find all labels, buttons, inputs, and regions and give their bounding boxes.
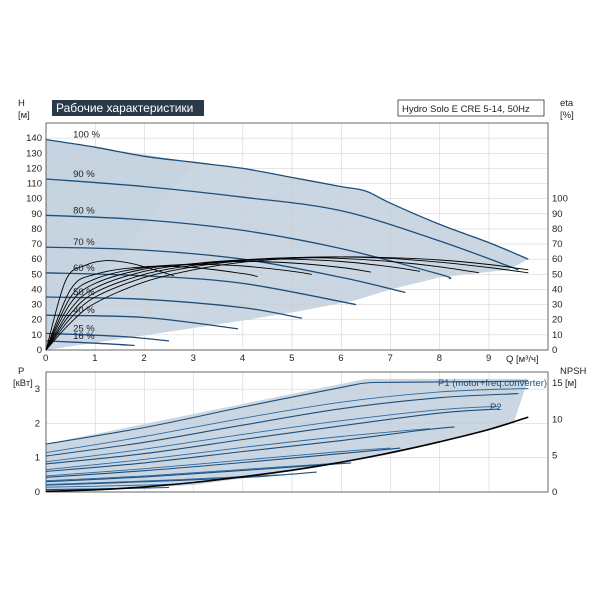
p-tick-label: 3 [35, 384, 40, 395]
p-tick-label: 2 [35, 418, 40, 429]
p1-curve-80 [45, 408, 499, 465]
eta-tick-label: 30 [552, 300, 563, 311]
power-npsh-plot: 0 1 2 3 0 5 10 15 [35, 371, 563, 498]
eta-tick-label: 10 [552, 330, 563, 341]
y-tick-label: 10 [31, 330, 42, 341]
chart-title-box [52, 100, 204, 116]
head-curve-90 [45, 178, 519, 271]
y-tick-label: 50 [31, 269, 42, 280]
y-tick-label: 40 [31, 284, 42, 295]
x-tick-label: 2 [141, 353, 146, 364]
p2-curve-50 [45, 473, 293, 485]
speed-label: 70 % [73, 237, 95, 248]
head-curve-100 [45, 138, 529, 260]
p1-curve-60 [45, 447, 401, 478]
npsh-tick-label: 10 [552, 414, 563, 425]
npsh-axis-label: NPSH [м] [560, 366, 587, 389]
speed-label: 40 % [73, 305, 95, 316]
y-tick-label: 110 [27, 179, 42, 190]
p2-curve-90 [45, 405, 499, 463]
p2-curve-60 [45, 462, 342, 482]
p-tick-label: 1 [35, 453, 40, 464]
y-tick-label: 0 [37, 345, 42, 356]
operating-area [46, 139, 529, 350]
p-tick-label: 0 [35, 487, 40, 498]
y-tick-label: 130 [26, 148, 42, 159]
x-tick-label: 5 [289, 353, 294, 364]
head-axis-label: H [м] [18, 98, 30, 121]
npsh-tick-label: 5 [552, 451, 557, 462]
speed-label: 50 % [73, 287, 95, 298]
x-tick-label: 1 [92, 353, 97, 364]
flow-axis-label: Q [м³/ч] [506, 354, 539, 365]
head-curve-16 [45, 340, 135, 347]
x-tick-label: 3 [191, 353, 196, 364]
speed-label: 16 % [73, 331, 95, 342]
legend-p2: P2 [490, 402, 502, 413]
y-tick-label: 100 [26, 194, 42, 205]
speed-label: 25 % [73, 323, 95, 334]
efficiency-curve-100 [45, 256, 529, 351]
p1-curve-70 [45, 426, 455, 472]
efficiency-curve-60 [45, 261, 371, 351]
model-label: Hydro Solo E CRE 5-14, 50Hz [402, 104, 530, 115]
eta-tick-label: 70 [552, 239, 563, 250]
efficiency-curve-25 [45, 260, 175, 351]
x-tick-label: 0 [43, 353, 48, 364]
efficiency-curve-70 [45, 258, 421, 351]
eta-tick-label: 50 [552, 269, 563, 280]
y-tick-label: 70 [31, 239, 42, 250]
speed-label: 100 % [73, 130, 100, 141]
y-tick-label: 30 [31, 300, 42, 311]
plot-frame [45, 122, 549, 351]
legend-p1: P1 (motor+freq.converter) [438, 378, 547, 389]
eta-tick-label: 20 [552, 315, 563, 326]
y-tick-label: 80 [31, 224, 42, 235]
x-tick-label: 4 [240, 353, 245, 364]
p2-curve-100 [45, 388, 529, 454]
eta-tick-label: 80 [552, 224, 563, 235]
y-tick-label: 120 [26, 163, 42, 174]
head-curve-25 [45, 332, 170, 342]
power-axis-label: P [кВт] [13, 366, 33, 389]
y-tick-label: 140 [26, 133, 42, 144]
efficiency-curve-50 [45, 263, 312, 351]
eta-axis-label: eta [%] [560, 98, 574, 121]
head-curve-80 [45, 214, 452, 280]
p1-curve-100 [45, 380, 529, 445]
y-tick-label: 20 [31, 315, 42, 326]
chart-title: Рабочие характеристики [56, 101, 193, 115]
eta-tick-label: 60 [552, 254, 563, 265]
x-tick-label: 9 [486, 353, 491, 364]
operating-area [46, 378, 529, 492]
npsh-tick-label: 15 [552, 378, 563, 389]
speed-label: 80 % [73, 205, 95, 216]
p2-curve-80 [45, 428, 430, 471]
head-curve-40 [45, 314, 238, 330]
model-label-box [397, 99, 545, 117]
x-tick-label: 7 [388, 353, 393, 364]
head-curve-50 [45, 296, 303, 319]
head-efficiency-plot: 100 %90 %80 %70 %60 %50 %40 %25 %16 %0 1 2… [26, 122, 568, 364]
eta-tick-label: 0 [552, 345, 557, 356]
eta-tick-label: 40 [552, 284, 563, 295]
y-tick-label: 60 [31, 254, 42, 265]
y-tick-label: 90 [31, 209, 42, 220]
p2-curve-70 [45, 447, 391, 477]
p1-curve-50 [45, 462, 352, 483]
x-tick-label: 6 [338, 353, 343, 364]
npsh-tick-label: 0 [552, 487, 557, 498]
speed-label: 90 % [73, 169, 95, 180]
eta-tick-label: 100 [552, 194, 568, 205]
p1-curve-90 [45, 393, 519, 457]
speed-label: 60 % [73, 263, 95, 274]
head-curve-70 [45, 246, 406, 294]
npsh-curve [45, 416, 529, 493]
head-curve-60 [45, 272, 357, 306]
plot-frame [45, 371, 549, 493]
eta-tick-label: 90 [552, 209, 563, 220]
x-tick-label: 8 [437, 353, 442, 364]
